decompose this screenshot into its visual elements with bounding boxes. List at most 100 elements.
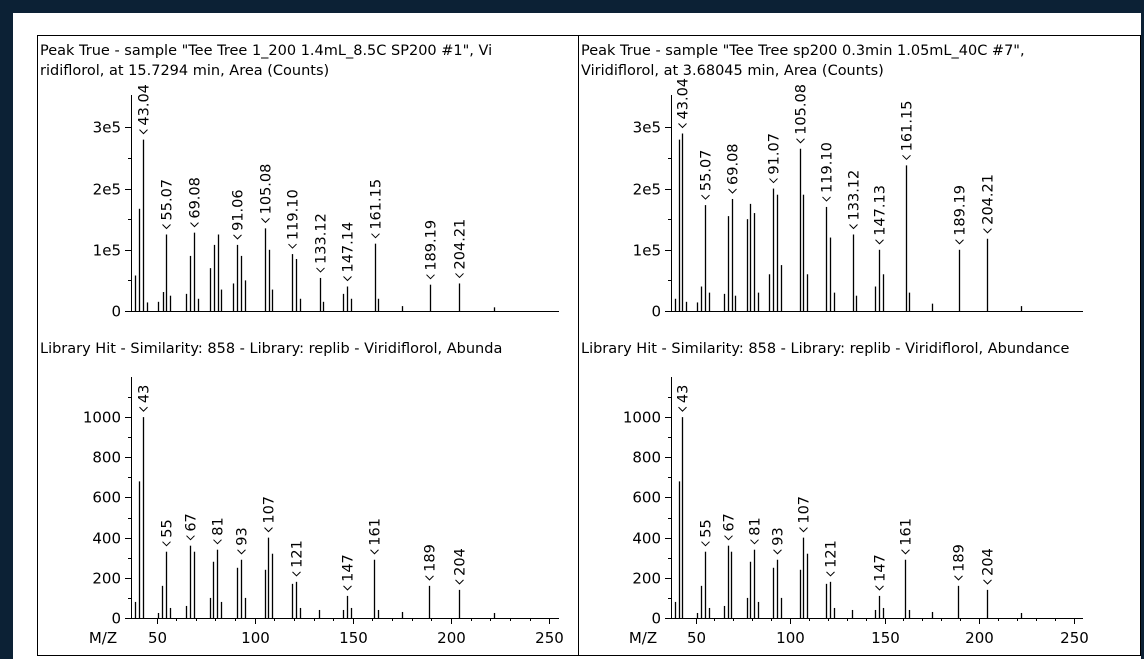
- peak-label: 119.10: [286, 189, 302, 240]
- peak-marker: [186, 535, 195, 541]
- peak-label: 147: [341, 554, 357, 582]
- peak-label: 55.07: [160, 179, 176, 221]
- peak-label: 147: [873, 554, 889, 582]
- x-tick-label: 100: [241, 629, 270, 647]
- y-tick-label: 800: [632, 449, 661, 467]
- peak-label: 121: [824, 540, 840, 568]
- x-tick-label: 100: [776, 629, 805, 647]
- peak-label: 161: [899, 518, 915, 546]
- peak-label: 93: [771, 527, 787, 545]
- y-tick-label: 800: [92, 449, 121, 467]
- peak-marker: [796, 138, 805, 144]
- peak-label: 121: [290, 540, 306, 568]
- peak-label: 55: [160, 519, 176, 537]
- peak-label: 204.21: [981, 174, 997, 225]
- panel-title-line2: Viridiflorol, at 3.68045 min, Area (Coun…: [581, 63, 884, 79]
- y-tick-label: 0: [111, 303, 121, 321]
- peak-label: 189: [952, 544, 968, 572]
- peak-marker: [139, 406, 148, 412]
- y-tick-label: 0: [111, 610, 121, 628]
- peak-label: 55: [699, 519, 715, 537]
- x-tick-label: 150: [339, 629, 368, 647]
- y-tick-label: 200: [632, 570, 661, 588]
- peak-marker: [875, 239, 884, 245]
- peak-marker: [425, 575, 434, 581]
- peak-label: 67: [184, 513, 200, 531]
- peak-label: 43.04: [676, 78, 692, 120]
- peak-marker: [139, 129, 148, 135]
- peak-label: 107: [262, 496, 278, 524]
- peak-label: 133.12: [847, 170, 863, 221]
- panel-title: Library Hit - Similarity: 858 - Library:…: [581, 341, 1069, 357]
- peak-label: 189.19: [953, 185, 969, 236]
- peak-marker: [901, 549, 910, 555]
- y-tick-label: 1000: [83, 409, 121, 427]
- panel-title: Library Hit - Similarity: 858 - Library:…: [40, 341, 502, 357]
- peak-marker: [455, 273, 464, 279]
- x-tick-label: 50: [148, 629, 167, 647]
- peak-marker: [954, 575, 963, 581]
- x-tick-label: 250: [1060, 629, 1089, 647]
- peak-label: 67: [722, 513, 738, 531]
- peak-marker: [343, 585, 352, 591]
- peak-marker: [213, 539, 222, 545]
- peak-marker: [288, 243, 297, 249]
- peak-label: 91.06: [231, 189, 247, 231]
- peak-label: 81: [211, 517, 227, 535]
- peak-label: 147.13: [873, 185, 889, 236]
- peak-marker: [724, 535, 733, 541]
- peak-label: 91.07: [767, 133, 783, 175]
- peak-marker: [955, 239, 964, 245]
- y-tick-label: 0: [651, 610, 661, 628]
- peak-label: 105.08: [794, 84, 810, 135]
- peak-marker: [455, 579, 464, 585]
- x-tick-label: 250: [535, 629, 564, 647]
- peak-label: 204.21: [453, 219, 469, 270]
- peak-label: 147.14: [341, 222, 357, 273]
- x-tick-label: 200: [965, 629, 994, 647]
- peak-marker: [233, 234, 242, 240]
- spectra-sheet: Peak True - sample "Tee Tree 1_200 1.4mL…: [13, 13, 1141, 659]
- panel-library-hit-left: Library Hit - Similarity: 858 - Library:…: [40, 341, 564, 647]
- peak-label: 93: [235, 527, 251, 545]
- x-tick-label: 150: [871, 629, 900, 647]
- y-tick-label: 400: [92, 530, 121, 548]
- peak-marker: [237, 549, 246, 555]
- peak-label: 81: [748, 517, 764, 535]
- peak-label: 43: [137, 385, 153, 403]
- peak-marker: [983, 579, 992, 585]
- panel-sample-1: Peak True - sample "Tee Tree 1_200 1.4mL…: [40, 43, 559, 321]
- peak-marker: [799, 527, 808, 533]
- peak-label: 69.08: [188, 177, 204, 219]
- peak-marker: [678, 406, 687, 412]
- panel-title: Peak True - sample "Tee Tree sp200 0.3mi…: [581, 43, 1025, 59]
- panel-title-line2: ridiflorol, at 15.7294 min, Area (Counts…: [40, 63, 329, 79]
- peak-marker: [773, 549, 782, 555]
- peak-marker: [343, 276, 352, 282]
- y-tick-label: 3e5: [93, 119, 121, 137]
- peak-label: 43.04: [137, 84, 153, 126]
- y-tick-label: 1e5: [633, 242, 661, 260]
- peak-marker: [769, 178, 778, 184]
- peak-label: 161.15: [369, 179, 385, 230]
- y-tick-label: 600: [632, 489, 661, 507]
- peak-label: 204: [981, 548, 997, 576]
- peak-marker: [162, 541, 171, 547]
- peak-marker: [371, 233, 380, 239]
- peak-marker: [822, 196, 831, 202]
- x-tick-label: 50: [687, 629, 706, 647]
- peak-label: 189.19: [424, 220, 440, 271]
- x-tick-label: 200: [437, 629, 466, 647]
- y-tick-label: 600: [92, 489, 121, 507]
- peak-label: 189: [423, 544, 439, 572]
- peak-label: 55.07: [699, 150, 715, 192]
- y-tick-label: 1e5: [93, 242, 121, 260]
- peak-marker: [728, 188, 737, 194]
- peak-marker: [370, 549, 379, 555]
- y-tick-label: 3e5: [633, 119, 661, 137]
- peak-marker: [875, 585, 884, 591]
- peak-marker: [750, 539, 759, 545]
- peak-label: 119.10: [820, 142, 836, 193]
- peak-label: 107: [797, 496, 813, 524]
